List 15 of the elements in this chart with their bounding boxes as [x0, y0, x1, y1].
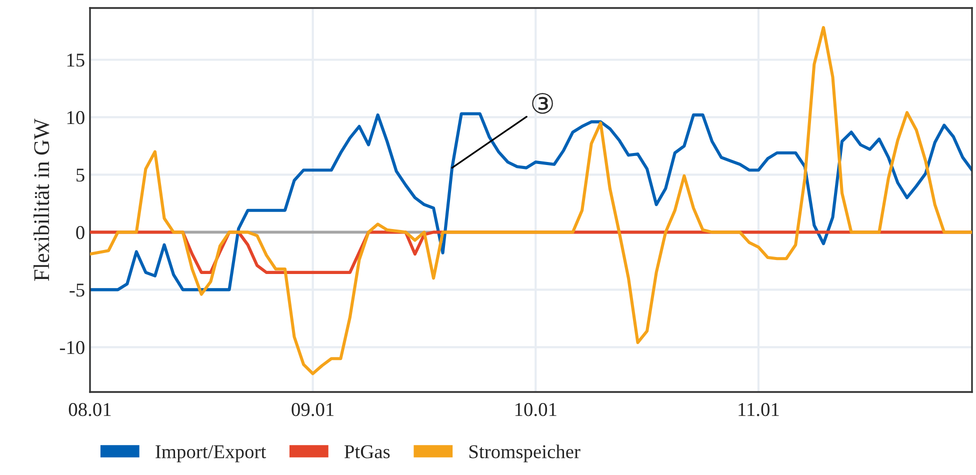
annotation: ③ — [532, 92, 553, 114]
legend-label: PtGas — [344, 445, 390, 458]
legend-label: Import/Export — [156, 445, 266, 462]
y-tick-label: 5 — [76, 168, 84, 182]
x-tick-label: 11.01 — [738, 402, 779, 416]
x-tick-label: 10.01 — [515, 402, 556, 416]
y-tick-label: 15 — [67, 54, 84, 67]
y-tick-label: 10 — [67, 111, 84, 124]
x-tick-label: 09.01 — [292, 402, 334, 416]
y-axis-title: Flexibilität in GW — [34, 118, 50, 281]
legend-label: Stromspeicher — [469, 444, 580, 462]
x-tick-label: 08.01 — [68, 402, 111, 416]
y-tick-label: 0 — [76, 226, 84, 240]
y-tick-label: -10 — [60, 340, 84, 354]
y-tick-label: -5 — [70, 284, 84, 297]
